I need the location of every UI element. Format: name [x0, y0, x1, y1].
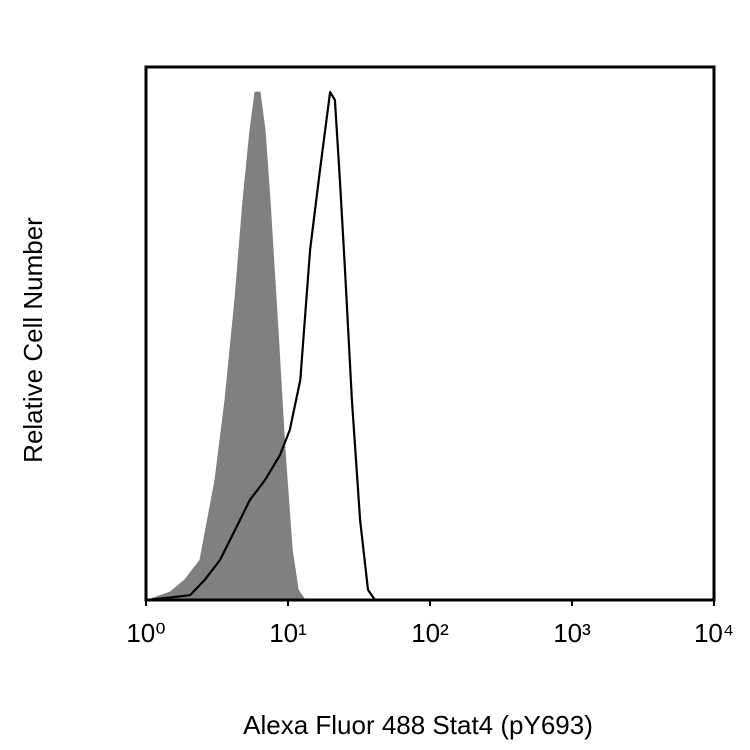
- x-tick-label: 10³: [553, 618, 591, 648]
- y-axis-label: Relative Cell Number: [18, 217, 48, 463]
- x-tick-label: 10⁴: [694, 618, 734, 648]
- filled-histogram: [147, 91, 306, 601]
- x-tick-label: 10²: [411, 618, 449, 648]
- x-axis-label: Alexa Fluor 488 Stat4 (pY693): [243, 710, 593, 740]
- x-tick-label: 10⁰: [126, 618, 165, 648]
- x-tick-label: 10¹: [269, 618, 307, 648]
- outline-histogram: [147, 91, 376, 602]
